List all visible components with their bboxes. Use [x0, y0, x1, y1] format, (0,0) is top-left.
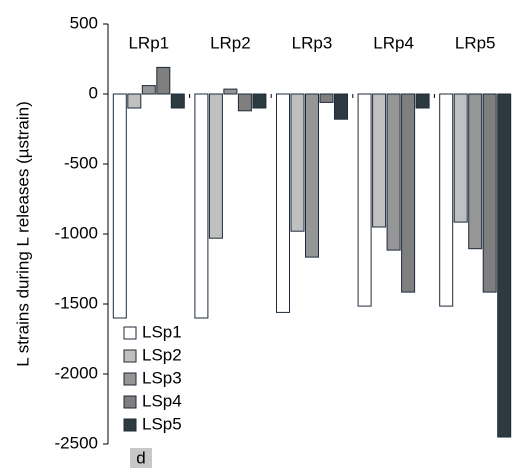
- bar: [497, 93, 512, 438]
- bar: [453, 93, 468, 223]
- bar: [127, 93, 142, 109]
- bar: [401, 93, 416, 293]
- bar: [194, 93, 209, 319]
- category-label: LRp1: [128, 33, 169, 52]
- bar: [372, 93, 387, 228]
- bar: [156, 66, 171, 95]
- y-tick-label: -1500: [55, 293, 98, 312]
- category-label: LRp3: [292, 33, 333, 52]
- bar: [290, 93, 305, 232]
- bar: [112, 93, 127, 319]
- bar: [357, 93, 372, 307]
- bar: [208, 93, 223, 239]
- annotation-box: [130, 448, 152, 468]
- bar: [334, 93, 348, 120]
- bar: [386, 93, 401, 251]
- y-tick-label: -2500: [55, 433, 98, 452]
- legend-swatch: [123, 418, 137, 432]
- bar: [468, 93, 483, 250]
- bar: [415, 93, 430, 109]
- bar: [237, 93, 252, 112]
- y-axis-label: L strains during L releases (µstrain): [13, 101, 32, 367]
- annotation: d: [136, 448, 145, 467]
- legend-label: LSp3: [142, 368, 182, 387]
- bar: [252, 93, 267, 109]
- legend-label: LSp2: [142, 345, 182, 364]
- bar: [141, 85, 156, 95]
- legend-swatch: [123, 326, 137, 340]
- bar: [439, 93, 454, 307]
- legend-label: LSp5: [142, 414, 182, 433]
- y-tick-label: -1000: [55, 223, 98, 242]
- category-label: LRp4: [373, 33, 414, 52]
- bar: [170, 93, 185, 109]
- y-tick-label: 0: [89, 83, 98, 102]
- y-tick-label: -500: [64, 153, 98, 172]
- legend-label: LSp1: [142, 322, 182, 341]
- legend-swatch: [123, 395, 137, 409]
- legend-label: LSp4: [142, 391, 182, 410]
- bar: [319, 93, 334, 103]
- y-tick-label: -2000: [55, 363, 98, 382]
- legend-swatch: [123, 349, 137, 363]
- bar: [276, 93, 290, 313]
- category-label: LRp2: [210, 33, 251, 52]
- category-label: LRp5: [455, 33, 496, 52]
- bar: [223, 88, 238, 95]
- legend-swatch: [123, 372, 137, 386]
- bar: [305, 93, 319, 258]
- bar: [482, 93, 497, 293]
- y-tick-label: 500: [70, 13, 98, 32]
